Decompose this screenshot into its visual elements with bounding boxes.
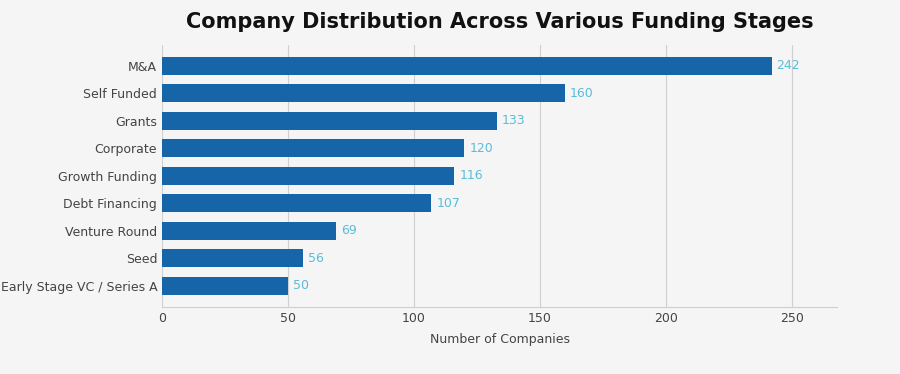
Text: 160: 160: [570, 87, 594, 100]
Bar: [162, 277, 288, 295]
Bar: [162, 222, 336, 240]
Text: 120: 120: [469, 142, 493, 155]
X-axis label: Number of Companies: Number of Companies: [429, 333, 570, 346]
Text: 56: 56: [308, 252, 324, 265]
Bar: [162, 84, 565, 102]
Text: 116: 116: [459, 169, 482, 182]
Bar: [162, 194, 431, 212]
Text: 107: 107: [436, 197, 461, 210]
Text: 69: 69: [341, 224, 356, 237]
Title: Company Distribution Across Various Funding Stages: Company Distribution Across Various Fund…: [185, 12, 814, 32]
Bar: [162, 249, 303, 267]
Text: 242: 242: [777, 59, 800, 72]
Bar: [162, 167, 454, 185]
Text: 50: 50: [293, 279, 309, 292]
Bar: [162, 57, 771, 75]
Bar: [162, 112, 497, 130]
Text: 133: 133: [502, 114, 526, 127]
Bar: [162, 140, 464, 157]
